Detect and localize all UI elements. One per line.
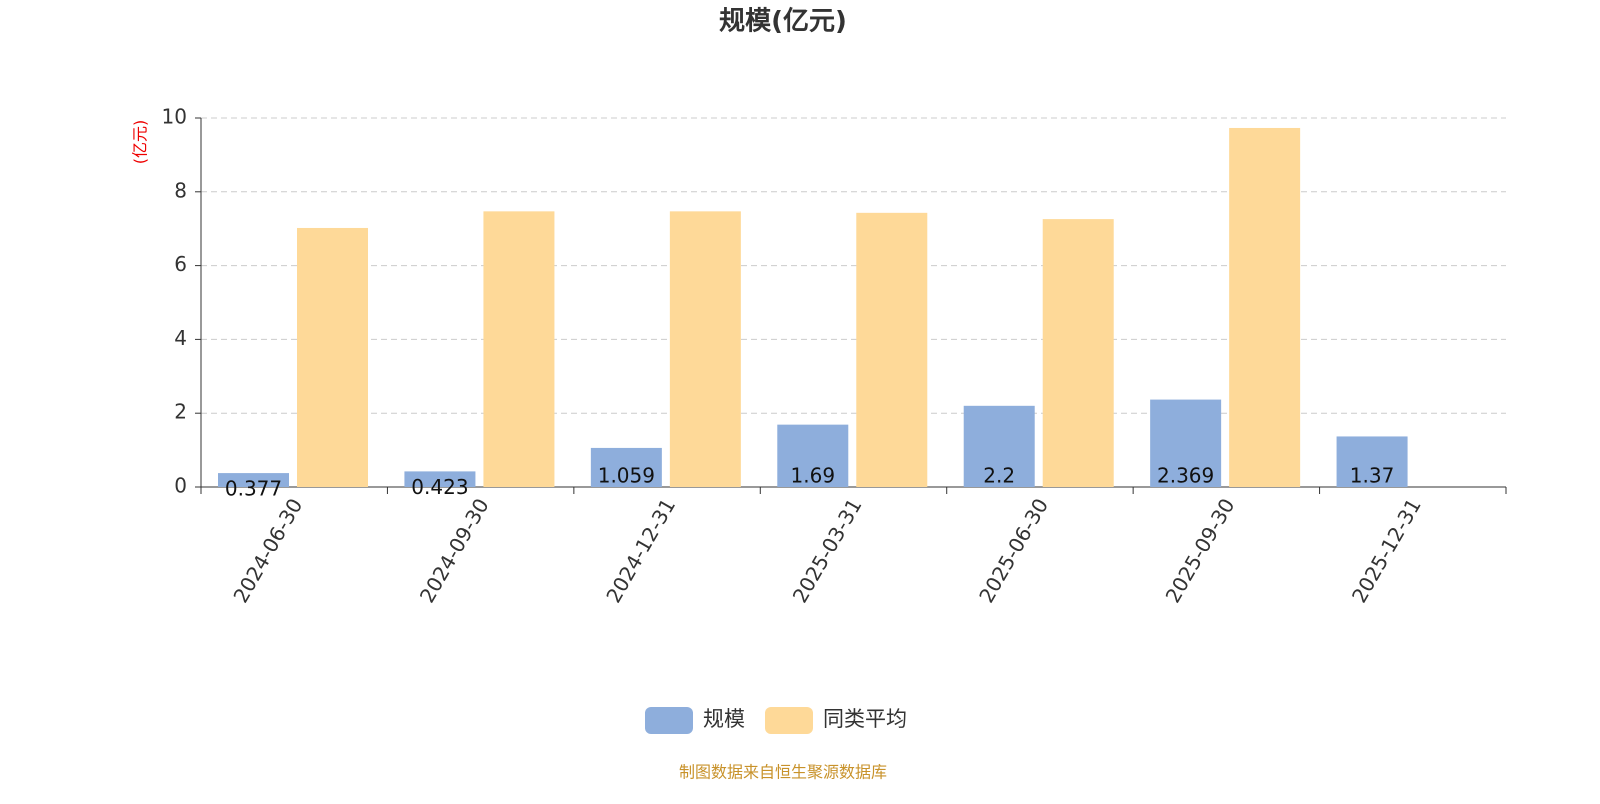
data-label: 0.423 [411, 475, 468, 499]
x-tick-label: 2024-09-30 [415, 494, 494, 607]
y-tick-label: 0 [174, 474, 187, 498]
x-tick-label: 2025-12-31 [1347, 494, 1426, 607]
bar [963, 405, 1035, 487]
chart-title: 规模(亿元) [719, 7, 847, 37]
bar [1229, 127, 1301, 487]
data-label: 1.37 [1350, 464, 1395, 488]
bar [297, 227, 368, 487]
data-label: 2.369 [1157, 464, 1214, 488]
bar [1042, 219, 1114, 487]
bar [777, 424, 849, 487]
bar [1150, 399, 1222, 487]
bar [590, 447, 662, 487]
y-tick-label: 6 [174, 252, 187, 276]
bar [483, 211, 555, 487]
bar [856, 212, 928, 487]
y-tick-label: 4 [174, 326, 187, 350]
bar [1336, 436, 1408, 487]
bar [669, 211, 741, 487]
y-tick-label: 2 [174, 400, 187, 424]
x-tick-label: 2025-06-30 [974, 494, 1053, 607]
x-tick-label: 2025-03-31 [788, 494, 867, 607]
legend-label: 同类平均 [823, 707, 907, 731]
legend-label: 规模 [703, 707, 745, 731]
x-tick-label: 2025-09-30 [1161, 494, 1240, 607]
source-note: 制图数据来自恒生聚源数据库 [679, 763, 887, 782]
legend-swatch [765, 707, 813, 734]
legend-swatch [645, 707, 693, 734]
x-tick-label: 2024-12-31 [601, 494, 680, 607]
data-label: 1.059 [598, 464, 655, 488]
y-tick-label: 10 [162, 105, 187, 129]
y-axis-label: (亿元) [131, 120, 150, 165]
data-label: 0.377 [225, 477, 282, 501]
data-label: 1.69 [791, 464, 836, 488]
data-label: 2.2 [983, 464, 1015, 488]
bar [218, 473, 289, 487]
y-tick-label: 8 [174, 178, 187, 202]
x-tick-label: 2024-06-30 [228, 494, 307, 607]
bar [404, 471, 476, 487]
